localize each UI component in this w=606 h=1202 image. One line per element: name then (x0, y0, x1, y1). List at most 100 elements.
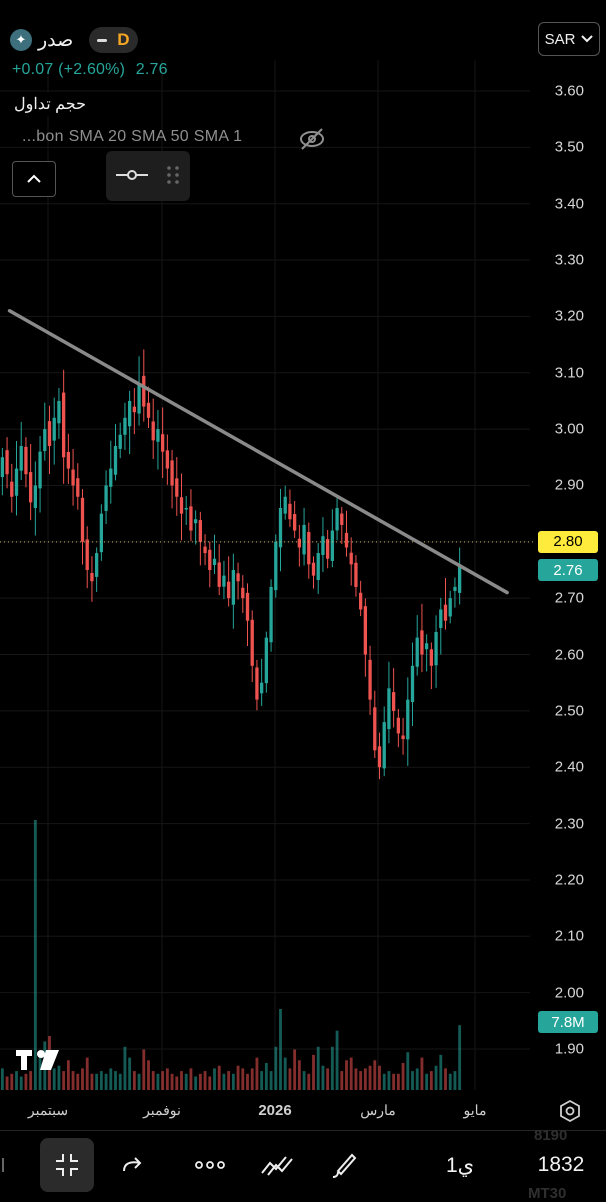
brush-button[interactable] (326, 1138, 362, 1192)
trend-line[interactable] (7, 309, 509, 595)
interval-pill[interactable]: D (89, 27, 138, 53)
candle-body (76, 478, 80, 497)
candle-body (269, 586, 273, 643)
eye-off-icon[interactable] (298, 126, 326, 152)
volume-bar (392, 1073, 396, 1090)
symbol-header[interactable]: ✦ صدر D (10, 26, 138, 54)
candle-body (80, 497, 85, 542)
candle-body (142, 375, 146, 407)
more-dots-icon (195, 1161, 225, 1169)
volume-bar (302, 1071, 306, 1090)
symbol-name[interactable]: صدر (38, 29, 74, 51)
redo-button[interactable] (116, 1138, 150, 1192)
volume-bar (38, 1057, 42, 1090)
volume-bar (118, 1073, 122, 1090)
sadr-logo-icon: ✦ (10, 29, 32, 51)
price-tick-label: 3.10 (554, 364, 584, 382)
price-tick-label: 2.30 (554, 815, 584, 833)
volume-bar (5, 1076, 9, 1090)
volume-bar (434, 1065, 438, 1090)
candle-body (66, 451, 71, 469)
indicators-legend[interactable]: ...bon SMA 20 SMA 50 SMA 1 (22, 128, 243, 145)
candle-body (274, 541, 278, 591)
candle-body (297, 538, 302, 548)
candle-body (354, 562, 358, 587)
volume-bar (128, 1057, 132, 1090)
volume-bar (184, 1073, 188, 1090)
candle-body (406, 699, 410, 740)
volume-bar (321, 1065, 325, 1090)
candle-body (184, 508, 188, 510)
candle-body (156, 429, 160, 442)
volume-bar (269, 1071, 273, 1090)
candle-body (212, 558, 217, 565)
volume-bar (274, 1046, 278, 1090)
candlesticks (0, 349, 462, 780)
price-tick-label: 3.60 (554, 82, 584, 100)
volume-bar (349, 1057, 353, 1090)
volume-bar (170, 1073, 174, 1090)
volume-bar (316, 1046, 320, 1090)
more-button[interactable] (190, 1138, 230, 1192)
price-tick-label: 3.20 (554, 307, 584, 325)
candle-body (43, 429, 47, 451)
volume-bar (57, 1065, 61, 1090)
candle-body (401, 735, 405, 740)
volume-bar (246, 1073, 249, 1090)
settings-hex-icon[interactable] (558, 1099, 582, 1123)
candle-body (151, 421, 155, 441)
redo-icon (123, 1157, 142, 1172)
price-tick-label: 3.50 (554, 138, 584, 156)
volume-indicator-label[interactable]: حجم تداول (12, 92, 88, 116)
volume-bar (90, 1073, 94, 1090)
volume-bar (363, 1068, 367, 1090)
volume-bar (396, 1073, 400, 1090)
volume-bar (151, 1071, 155, 1090)
volume-bar (406, 1052, 410, 1090)
candle-body (241, 587, 245, 599)
line-tools-button[interactable] (256, 1138, 298, 1192)
candle-body (302, 524, 306, 555)
volume-bar (283, 1057, 287, 1090)
drawing-tool-widget[interactable] (106, 151, 190, 201)
volume-bar (29, 1071, 33, 1090)
volume-bar (420, 1057, 424, 1090)
volume-bar (194, 1076, 198, 1090)
candle-body (38, 451, 42, 489)
time-tick-label: سبتمبر (27, 1102, 69, 1118)
time-tick-label: نوفمبر (143, 1102, 181, 1118)
volume-bar (429, 1071, 433, 1090)
volume-bar (217, 1065, 221, 1090)
candle-body (321, 536, 325, 555)
volume-bar (330, 1046, 334, 1090)
interval-button[interactable]: 1ي (445, 1153, 475, 1177)
volume-bar (137, 1073, 141, 1090)
volume-bar (236, 1065, 240, 1090)
volume-bar (425, 1073, 429, 1090)
price-tick-label: 3.00 (554, 420, 584, 438)
volume-bar (401, 1063, 405, 1090)
time-tick-label: مارس (360, 1102, 396, 1118)
candle-body (226, 581, 231, 599)
candle-body (127, 400, 132, 427)
price-tick-label: 2.60 (554, 646, 584, 664)
symbol-code-button[interactable]: 1832 (537, 1153, 585, 1176)
price-tick-label: 2.10 (554, 927, 584, 945)
volume-bar (279, 1009, 282, 1090)
collapse-legend-button[interactable] (12, 161, 56, 197)
candle-body (90, 572, 94, 582)
candle-body (14, 468, 19, 496)
candle-body (24, 446, 28, 475)
candle-body (358, 592, 363, 610)
candle-body (259, 682, 264, 694)
volume-bar (132, 1071, 136, 1090)
line-tools-icon (261, 1156, 293, 1176)
volume-bar (180, 1071, 183, 1090)
volume-bar (203, 1071, 207, 1090)
chart-grid (0, 60, 530, 1090)
volume-bar (147, 1060, 150, 1090)
currency-selector[interactable]: SAR (538, 22, 600, 56)
exit-fullscreen-button[interactable] (40, 1138, 94, 1192)
price-tick-label: 1.90 (554, 1040, 584, 1058)
